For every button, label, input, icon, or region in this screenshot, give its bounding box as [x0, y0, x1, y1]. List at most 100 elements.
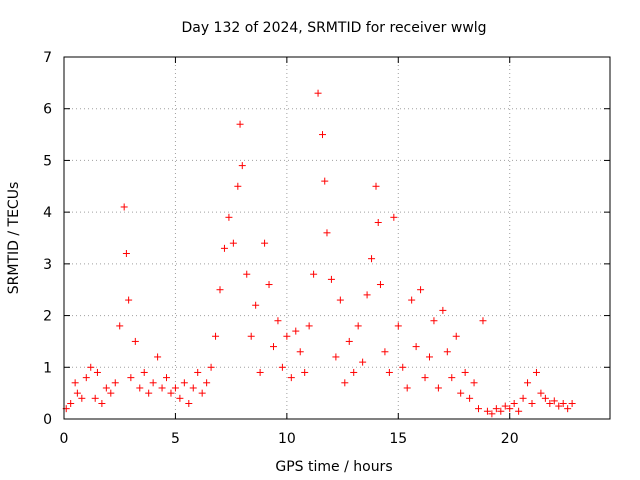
data-point — [470, 379, 478, 387]
data-point — [305, 322, 313, 330]
data-point — [189, 384, 197, 392]
data-point — [430, 317, 438, 325]
y-tick-label: 6 — [43, 102, 52, 118]
data-point — [180, 379, 188, 387]
data-point — [483, 407, 491, 415]
data-point — [310, 270, 318, 278]
data-point — [372, 182, 380, 190]
data-point — [341, 379, 349, 387]
data-point — [158, 384, 166, 392]
data-point — [408, 296, 416, 304]
data-point — [461, 368, 469, 376]
data-point — [510, 399, 518, 407]
data-point — [238, 162, 246, 170]
data-point — [452, 332, 460, 340]
data-point — [559, 399, 567, 407]
y-tick-label: 4 — [43, 205, 52, 221]
data-point — [421, 374, 429, 382]
y-tick-label: 1 — [43, 360, 52, 376]
data-point — [120, 203, 128, 211]
data-point — [385, 368, 393, 376]
data-point — [136, 384, 144, 392]
data-point — [374, 218, 382, 226]
data-point — [122, 250, 130, 258]
data-point — [394, 322, 402, 330]
data-point — [296, 348, 304, 356]
data-point — [87, 363, 95, 371]
data-point — [216, 286, 224, 294]
data-point — [78, 394, 86, 402]
data-point — [363, 291, 371, 299]
data-point — [220, 244, 228, 252]
data-point — [67, 399, 75, 407]
data-point — [73, 389, 81, 397]
x-tick-label: 15 — [389, 431, 407, 447]
data-point — [501, 402, 509, 410]
data-point — [269, 343, 277, 351]
data-point — [261, 239, 269, 247]
data-point — [417, 286, 425, 294]
data-point — [524, 379, 532, 387]
data-point — [321, 177, 329, 185]
data-point — [252, 301, 260, 309]
data-point — [98, 399, 106, 407]
data-point — [359, 358, 367, 366]
y-tick-label: 0 — [43, 412, 52, 428]
data-point — [492, 405, 500, 413]
y-tick-label: 5 — [43, 153, 52, 169]
data-point — [225, 213, 233, 221]
x-tick-label: 20 — [501, 431, 519, 447]
x-tick-label: 5 — [171, 431, 180, 447]
data-point — [488, 410, 496, 418]
data-point — [336, 296, 344, 304]
data-point — [537, 389, 545, 397]
data-point — [497, 407, 505, 415]
data-point — [506, 405, 514, 413]
data-point — [448, 374, 456, 382]
data-point — [323, 229, 331, 237]
data-point — [568, 399, 576, 407]
data-point — [171, 384, 179, 392]
data-point — [550, 397, 558, 405]
data-point — [145, 389, 153, 397]
data-point — [314, 89, 322, 97]
data-point — [212, 332, 220, 340]
data-point — [247, 332, 255, 340]
data-point — [390, 213, 398, 221]
data-point — [546, 399, 554, 407]
data-point — [368, 255, 376, 263]
data-point — [332, 353, 340, 361]
data-point — [283, 332, 291, 340]
data-point — [278, 363, 286, 371]
grid — [64, 57, 610, 419]
data-point — [176, 394, 184, 402]
data-point — [234, 182, 242, 190]
data-point — [479, 317, 487, 325]
data-point — [102, 384, 110, 392]
data-point — [345, 337, 353, 345]
data-point — [319, 131, 327, 139]
data-point — [274, 317, 282, 325]
data-point — [301, 368, 309, 376]
data-point — [131, 337, 139, 345]
data-point — [91, 394, 99, 402]
x-tick-label: 0 — [60, 431, 69, 447]
data-point — [519, 394, 527, 402]
data-point — [412, 343, 420, 351]
y-tick-label: 7 — [43, 50, 52, 66]
data-point — [443, 348, 451, 356]
data-point — [236, 120, 244, 128]
data-point — [466, 394, 474, 402]
data-points — [62, 89, 576, 418]
x-tick-label: 10 — [278, 431, 296, 447]
data-point — [93, 368, 101, 376]
y-tick-label: 3 — [43, 257, 52, 273]
data-point — [107, 389, 115, 397]
data-point — [229, 239, 237, 247]
data-point — [403, 384, 411, 392]
data-point — [265, 281, 273, 289]
data-point — [434, 384, 442, 392]
y-axis-label: SRMTID / TECUs — [6, 182, 22, 295]
data-point — [116, 322, 124, 330]
